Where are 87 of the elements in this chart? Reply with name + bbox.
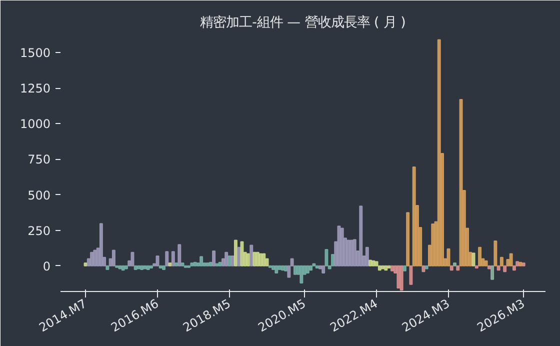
bar	[516, 261, 520, 266]
bar	[168, 262, 172, 266]
bar	[412, 166, 416, 266]
bar	[112, 250, 116, 266]
bar	[496, 265, 500, 271]
bar	[134, 265, 138, 270]
bar	[406, 212, 410, 266]
bar	[368, 260, 372, 266]
bar	[359, 206, 363, 266]
bar	[206, 262, 210, 266]
y-tick-label: 1500	[20, 46, 51, 60]
bar	[240, 241, 244, 266]
bar	[459, 99, 463, 266]
bar	[212, 250, 216, 266]
bar	[124, 265, 128, 270]
bar	[218, 262, 222, 266]
bar	[518, 262, 522, 266]
bar	[484, 260, 488, 266]
bar	[494, 240, 498, 266]
bar	[174, 262, 178, 266]
bar	[365, 246, 369, 266]
y-tick-label: 500	[28, 188, 50, 202]
y-tick-label: 1250	[20, 82, 51, 96]
y-tick-label: 1000	[20, 117, 51, 132]
bar	[224, 252, 228, 266]
bar	[130, 252, 134, 266]
bar	[446, 248, 450, 266]
bar	[228, 255, 232, 266]
bar	[178, 244, 182, 266]
bar	[180, 262, 184, 266]
bar	[387, 265, 391, 269]
bar	[422, 265, 426, 272]
bar	[165, 251, 169, 266]
bar	[396, 265, 400, 288]
bar	[156, 255, 160, 266]
bar	[274, 265, 278, 274]
bar	[456, 265, 460, 271]
bar	[149, 265, 153, 269]
bar	[118, 265, 122, 270]
bar	[474, 265, 478, 269]
bar	[306, 265, 310, 274]
bar	[190, 262, 194, 266]
bar	[402, 265, 406, 272]
bar	[400, 265, 404, 291]
bar	[472, 252, 476, 266]
bar	[250, 244, 254, 266]
bar	[453, 262, 457, 266]
bar	[262, 253, 266, 266]
bar	[99, 223, 103, 266]
bar	[384, 265, 388, 271]
bar	[512, 265, 516, 271]
bar	[272, 265, 276, 270]
chart-title: 精密加工-組件 — 營收成長率 ( 月 )	[200, 14, 406, 30]
bar	[337, 226, 341, 266]
y-tick-label: 0	[42, 259, 51, 274]
bar	[424, 265, 428, 270]
bar	[374, 261, 378, 266]
bar	[252, 252, 256, 266]
bar	[509, 253, 513, 266]
bar	[106, 265, 110, 270]
bar	[437, 39, 441, 266]
y-tick-label: 250	[28, 224, 50, 238]
bar	[315, 265, 319, 269]
bar	[162, 265, 166, 270]
bar	[352, 239, 356, 266]
bar	[378, 265, 382, 271]
y-tick-label: 750	[28, 152, 50, 167]
bar	[478, 246, 482, 266]
bar	[84, 262, 88, 266]
bar	[522, 262, 526, 266]
bar	[322, 265, 326, 274]
bar	[200, 256, 204, 266]
bar	[409, 265, 413, 285]
bar	[312, 263, 316, 266]
bar	[158, 265, 162, 269]
bar	[340, 228, 344, 266]
bar	[324, 249, 328, 266]
bar	[500, 256, 504, 266]
bar	[309, 265, 313, 271]
bar	[171, 251, 175, 266]
bar	[300, 265, 304, 284]
bar	[503, 265, 507, 272]
bar	[450, 265, 454, 271]
bar	[284, 265, 288, 272]
bar	[234, 240, 238, 266]
bar	[215, 263, 219, 266]
bar	[490, 265, 494, 280]
